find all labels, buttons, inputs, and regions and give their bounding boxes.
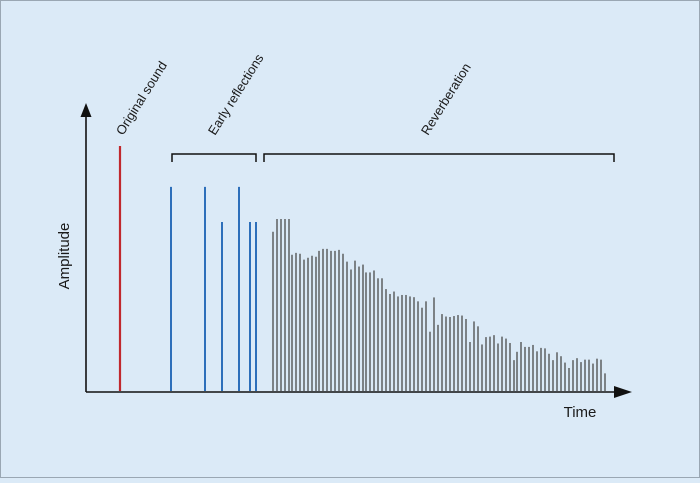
reverberation-bracket <box>263 153 615 162</box>
reverberation-label: Reverberation <box>418 60 474 137</box>
x-axis-arrow-icon <box>614 386 632 398</box>
impulse-lines <box>118 146 606 391</box>
axes <box>80 103 632 398</box>
section-brackets <box>171 153 615 162</box>
early-reflections-label: Early reflections <box>205 51 267 138</box>
y-axis-label: Amplitude <box>56 223 73 290</box>
early-reflections-bracket <box>171 153 257 162</box>
original-sound-label: Original sound <box>113 59 170 138</box>
y-axis-arrow-icon <box>80 103 92 117</box>
x-axis-label: Time <box>564 404 597 421</box>
